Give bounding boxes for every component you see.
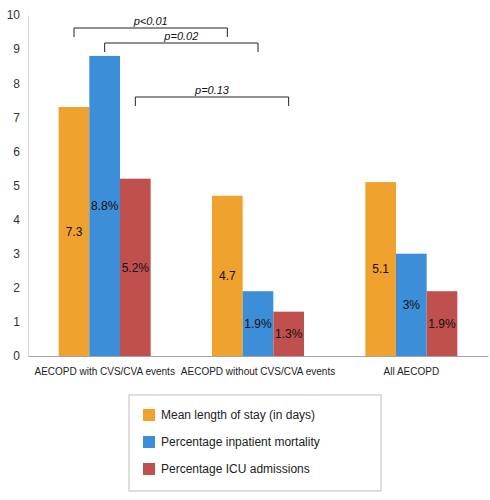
y-tick: 3 [13, 247, 28, 261]
annotations: p<0.01 p=0.02 p=0.13 [74, 15, 289, 106]
y-tick-label: 3 [13, 247, 20, 261]
data-label: 4.7 [219, 269, 236, 283]
annotation: p=0.02 [163, 30, 198, 42]
bracket [74, 28, 227, 37]
bracket [135, 97, 288, 106]
y-tick: 0 [13, 349, 28, 363]
y-tick: 5 [13, 179, 28, 193]
y-tick: 10 [7, 8, 28, 22]
x-tick: All AECOPD [384, 356, 440, 377]
x-tick-label: AECOPD with CVS/CVA events [34, 366, 174, 377]
x-axis-line [29, 356, 489, 357]
y-tick: 2 [13, 281, 28, 295]
x-tick: AECOPD without CVS/CVA events [181, 356, 335, 377]
data-labels: 7.34.75.18.8%1.9%3%5.2%1.3%1.9% [66, 199, 456, 341]
bar [365, 182, 396, 356]
data-label: 5.1 [372, 262, 389, 276]
data-label: 1.9% [244, 317, 272, 331]
y-tick: 6 [13, 145, 28, 159]
legend-label: Mean length of stay (in days) [161, 408, 315, 422]
y-tick: 9 [13, 42, 28, 56]
x-tick: AECOPD with CVS/CVA events [34, 356, 174, 377]
bar [427, 291, 458, 356]
data-label: 7.3 [66, 225, 83, 239]
y-tick-label: 8 [13, 77, 20, 91]
y-tick: 7 [13, 111, 28, 125]
y-tick-label: 7 [13, 111, 20, 125]
y-tick-label: 10 [7, 8, 21, 22]
x-axis: AECOPD with CVS/CVA events AECOPD without… [29, 356, 489, 377]
y-axis-line [28, 16, 29, 357]
data-label: 8.8% [91, 199, 119, 213]
bracket [105, 43, 258, 52]
bars [59, 56, 458, 356]
x-tick-label: AECOPD without CVS/CVA events [181, 366, 335, 377]
bar [59, 107, 90, 356]
legend-swatch [143, 409, 155, 421]
bar [273, 312, 304, 356]
legend-swatch [143, 436, 155, 448]
legend-label: Percentage ICU admissions [161, 462, 310, 476]
y-tick-label: 0 [13, 349, 20, 363]
y-tick-label: 2 [13, 281, 20, 295]
x-tick-label: All AECOPD [384, 366, 440, 377]
y-tick: 1 [13, 315, 28, 329]
data-label: 1.9% [428, 317, 456, 331]
y-tick-label: 1 [13, 315, 20, 329]
data-label: 5.2% [122, 261, 150, 275]
chart: 012345678910AECOPD with CVS/CVA eventsAE… [0, 0, 490, 500]
legend-swatch [143, 463, 155, 475]
annotation: p=0.13 [194, 84, 230, 96]
bar [212, 196, 243, 356]
legend: Mean length of stay (in days) Percentage … [129, 395, 381, 491]
y-tick-label: 4 [13, 213, 20, 227]
data-label: 1.3% [275, 327, 303, 341]
legend-frame [129, 395, 381, 491]
bar [243, 291, 274, 356]
data-label: 3% [403, 298, 421, 312]
legend-label: Percentage inpatient mortality [161, 435, 320, 449]
bar [120, 179, 151, 356]
bar [89, 56, 120, 356]
y-tick-label: 6 [13, 145, 20, 159]
y-tick: 4 [13, 213, 28, 227]
y-tick-label: 9 [13, 42, 20, 56]
y-axis: 0 1 2 3 4 5 6 7 8 9 10 [7, 8, 29, 363]
bar [396, 254, 427, 356]
y-tick: 8 [13, 77, 28, 91]
annotation: p<0.01 [133, 15, 168, 27]
y-tick-label: 5 [13, 179, 20, 193]
